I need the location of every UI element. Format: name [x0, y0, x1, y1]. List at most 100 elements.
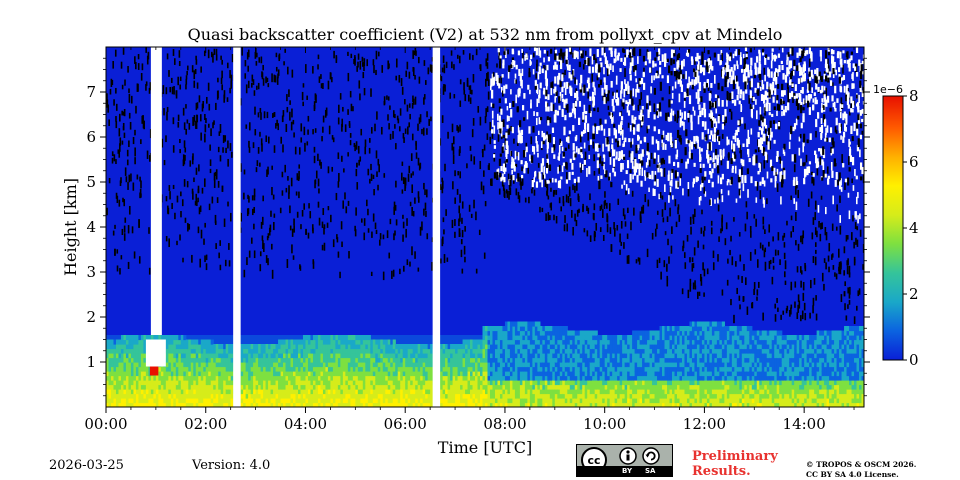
- heatmap-cell: [492, 384, 496, 390]
- heatmap-cell: [652, 348, 656, 354]
- heatmap-cell: [457, 389, 461, 395]
- heatmap-cell: [559, 344, 563, 350]
- heatmap-cell: [637, 357, 641, 363]
- heatmap-cell: [809, 375, 813, 381]
- heatmap-cell: [667, 384, 671, 390]
- heatmap-cell: [736, 384, 740, 390]
- heatmap-cell: [609, 402, 613, 407]
- heatmap-cell: [821, 357, 825, 363]
- heatmap-cell: [327, 380, 332, 386]
- heatmap-cell: [253, 353, 257, 359]
- heatmap-cell: [467, 393, 471, 399]
- heatmap-cell: [467, 371, 471, 377]
- heatmap-cell: [163, 375, 167, 381]
- heatmap-cell: [350, 357, 354, 363]
- heatmap-cell: [856, 326, 860, 332]
- heatmap-cell: [504, 344, 509, 350]
- heatmap-cell: [335, 384, 339, 390]
- heatmap-cell: [592, 339, 596, 345]
- heatmap-cell: [487, 366, 491, 372]
- heatmap-cell: [856, 389, 860, 395]
- heatmap-cell: [462, 384, 466, 390]
- heatmap-cell: [639, 402, 643, 407]
- heatmap-cell: [637, 348, 641, 354]
- heatmap-cell: [696, 335, 701, 341]
- heatmap-cell: [335, 362, 339, 368]
- heatmap-cell: [831, 335, 835, 341]
- heatmap-cell: [721, 335, 725, 341]
- heatmap-cell: [657, 344, 661, 350]
- heatmap-cell: [627, 371, 631, 377]
- heatmap-cell: [499, 348, 504, 354]
- heatmap-cell: [572, 357, 576, 363]
- heatmap-cell: [278, 348, 282, 354]
- heatmap-cell: [696, 326, 701, 332]
- heatmap-cell: [482, 375, 486, 381]
- heatmap-cell: [654, 371, 658, 377]
- heatmap-cell: [273, 402, 277, 407]
- heatmap-cell: [557, 339, 561, 345]
- heatmap-cell: [844, 353, 848, 359]
- heatmap-cell: [133, 362, 137, 368]
- heatmap-cell: [410, 371, 414, 377]
- heatmap-cell: [175, 375, 179, 381]
- heatmap-cell: [220, 362, 224, 368]
- heatmap-cell: [609, 393, 613, 399]
- heatmap-cell: [587, 375, 591, 381]
- heatmap-cell: [195, 375, 199, 381]
- heatmap-cell: [110, 389, 115, 395]
- heatmap-cell: [534, 348, 538, 354]
- heatmap-cell: [652, 339, 656, 345]
- heatmap-cell: [447, 398, 451, 404]
- heatmap-cell: [362, 357, 366, 363]
- heatmap-cell: [736, 375, 740, 381]
- heatmap-cell: [724, 389, 728, 395]
- heatmap-cell: [120, 402, 125, 407]
- heatmap-cell: [263, 357, 267, 363]
- heatmap-cell: [375, 389, 379, 395]
- heatmap-cell: [547, 380, 551, 386]
- heatmap-cell: [465, 344, 469, 350]
- heatmap-cell: [804, 335, 808, 341]
- heatmap-cell: [312, 339, 317, 345]
- heatmap-cell: [295, 389, 299, 395]
- heatmap-cell: [724, 380, 728, 386]
- heatmap-cell: [619, 375, 623, 381]
- heatmap-cell: [255, 380, 259, 386]
- heatmap-cell: [165, 348, 169, 354]
- heatmap-cell: [265, 371, 269, 377]
- heatmap-cell: [305, 348, 309, 354]
- heatmap-cell: [637, 371, 641, 377]
- heatmap-cell: [140, 353, 145, 359]
- heatmap-cell: [609, 380, 613, 386]
- heatmap-cell: [327, 362, 332, 368]
- heatmap-cell: [667, 371, 671, 377]
- heatmap-cell: [589, 344, 593, 350]
- noise-mark: [762, 146, 765, 156]
- heatmap-cell: [465, 384, 469, 390]
- heatmap-cell: [305, 335, 309, 341]
- heatmap-cell: [679, 371, 683, 377]
- heatmap-cell: [228, 348, 232, 354]
- heatmap-cell: [494, 348, 499, 354]
- heatmap-cell: [529, 335, 533, 341]
- heatmap-cell: [686, 357, 691, 363]
- heatmap-cell: [487, 335, 491, 341]
- heatmap-cell: [716, 371, 720, 377]
- heatmap-cell: [285, 380, 289, 386]
- heatmap-cell: [821, 375, 825, 381]
- heatmap-cell: [721, 344, 725, 350]
- heatmap-cell: [300, 375, 304, 381]
- heatmap-cell: [554, 335, 558, 341]
- heatmap-cell: [325, 393, 329, 399]
- heatmap-cell: [856, 380, 860, 386]
- heatmap-cell: [482, 362, 486, 368]
- heatmap-cell: [604, 357, 608, 363]
- heatmap-cell: [420, 348, 424, 354]
- heatmap-cell: [552, 353, 556, 359]
- heatmap-cell: [163, 384, 167, 390]
- heatmap-cell: [836, 344, 840, 350]
- heatmap-cell: [307, 366, 312, 372]
- heatmap-cell: [779, 344, 783, 350]
- heatmap-cell: [208, 402, 212, 407]
